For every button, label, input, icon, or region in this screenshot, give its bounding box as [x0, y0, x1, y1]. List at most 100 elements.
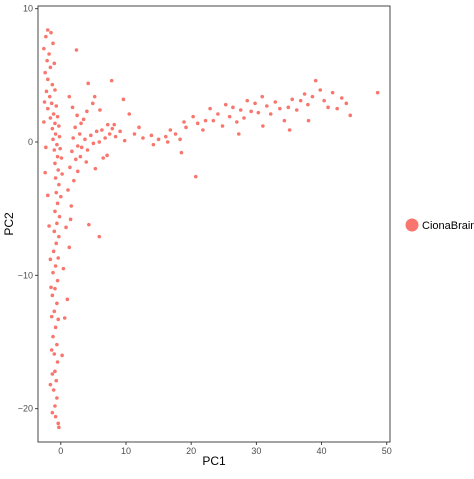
data-point — [91, 102, 95, 106]
data-point — [69, 218, 73, 222]
data-point — [46, 194, 50, 198]
data-point — [55, 222, 59, 226]
data-point — [180, 151, 184, 155]
x-tick-label: 40 — [317, 446, 327, 456]
data-point — [57, 183, 61, 187]
x-tick-label: 50 — [382, 446, 392, 456]
data-point — [174, 132, 178, 136]
data-point — [100, 128, 104, 132]
data-point — [79, 155, 83, 159]
data-point — [89, 134, 93, 138]
y-tick-label: 10 — [23, 4, 33, 14]
data-point — [166, 140, 170, 144]
y-axis-title: PC2 — [2, 212, 16, 236]
data-point — [288, 128, 292, 132]
data-point — [58, 135, 62, 139]
x-tick-label: 0 — [58, 446, 63, 456]
data-point — [55, 143, 59, 147]
data-point — [51, 294, 55, 298]
data-point — [56, 318, 60, 322]
data-point — [83, 138, 87, 142]
data-point — [52, 62, 56, 66]
data-point — [51, 42, 55, 46]
data-point — [56, 168, 60, 172]
data-point — [45, 59, 49, 63]
data-point — [53, 162, 57, 166]
data-point — [50, 348, 54, 352]
data-point — [101, 156, 105, 160]
data-point — [150, 134, 154, 138]
data-point — [85, 110, 89, 114]
data-point — [216, 112, 220, 116]
data-point — [53, 122, 57, 126]
data-point — [133, 132, 137, 136]
data-point — [76, 144, 80, 148]
y-tick-label: −20 — [18, 404, 33, 414]
data-point — [43, 171, 47, 175]
data-point — [51, 411, 55, 415]
data-point — [51, 271, 55, 275]
data-point — [69, 204, 73, 208]
data-point — [224, 103, 228, 107]
data-point — [44, 146, 48, 150]
data-point — [53, 404, 57, 408]
data-point — [376, 91, 380, 95]
data-point — [318, 88, 322, 92]
data-point — [345, 102, 349, 106]
plot-panel — [38, 6, 390, 442]
data-point — [299, 99, 303, 103]
data-point — [63, 316, 67, 320]
data-point — [75, 114, 79, 118]
data-point — [283, 119, 287, 123]
data-point — [295, 108, 299, 112]
data-point — [141, 136, 145, 140]
data-point — [54, 132, 58, 136]
data-point — [212, 119, 216, 123]
data-point — [208, 107, 212, 111]
data-point — [182, 120, 186, 124]
data-point — [123, 139, 127, 143]
data-point — [278, 107, 282, 111]
data-point — [184, 126, 188, 130]
data-point — [73, 126, 77, 130]
data-point — [103, 136, 107, 140]
y-tick-label: −10 — [18, 270, 33, 280]
data-point — [42, 120, 46, 124]
data-point — [137, 126, 141, 130]
data-point — [47, 52, 51, 56]
data-point — [82, 118, 86, 122]
legend: CionaBrain — [406, 219, 474, 233]
data-point — [86, 82, 90, 86]
data-point — [57, 124, 61, 128]
data-point — [303, 92, 307, 96]
data-point — [178, 138, 182, 142]
x-tick-label: 20 — [186, 446, 196, 456]
data-point — [72, 179, 76, 183]
data-point — [92, 142, 96, 146]
x-tick-label: 10 — [121, 446, 131, 456]
data-point — [94, 167, 98, 171]
data-point — [237, 132, 241, 136]
x-tick-label: 30 — [251, 446, 261, 456]
legend-key-cionabrain — [406, 219, 419, 232]
y-tick-label: 0 — [28, 137, 33, 147]
data-point — [169, 128, 173, 132]
data-point — [239, 108, 243, 112]
data-point — [86, 148, 90, 152]
data-point — [66, 188, 70, 192]
data-point — [261, 124, 265, 128]
data-point — [76, 170, 80, 174]
data-point — [56, 202, 60, 206]
data-point — [108, 132, 112, 136]
data-point — [67, 246, 71, 250]
data-point — [80, 146, 84, 150]
x-axis-title: PC1 — [202, 454, 226, 468]
data-point — [322, 99, 326, 103]
data-point — [56, 256, 60, 260]
data-point — [48, 95, 52, 99]
data-point — [43, 100, 47, 104]
data-point — [242, 116, 246, 120]
data-point — [118, 130, 122, 134]
data-point — [314, 79, 318, 83]
data-point — [110, 79, 114, 83]
